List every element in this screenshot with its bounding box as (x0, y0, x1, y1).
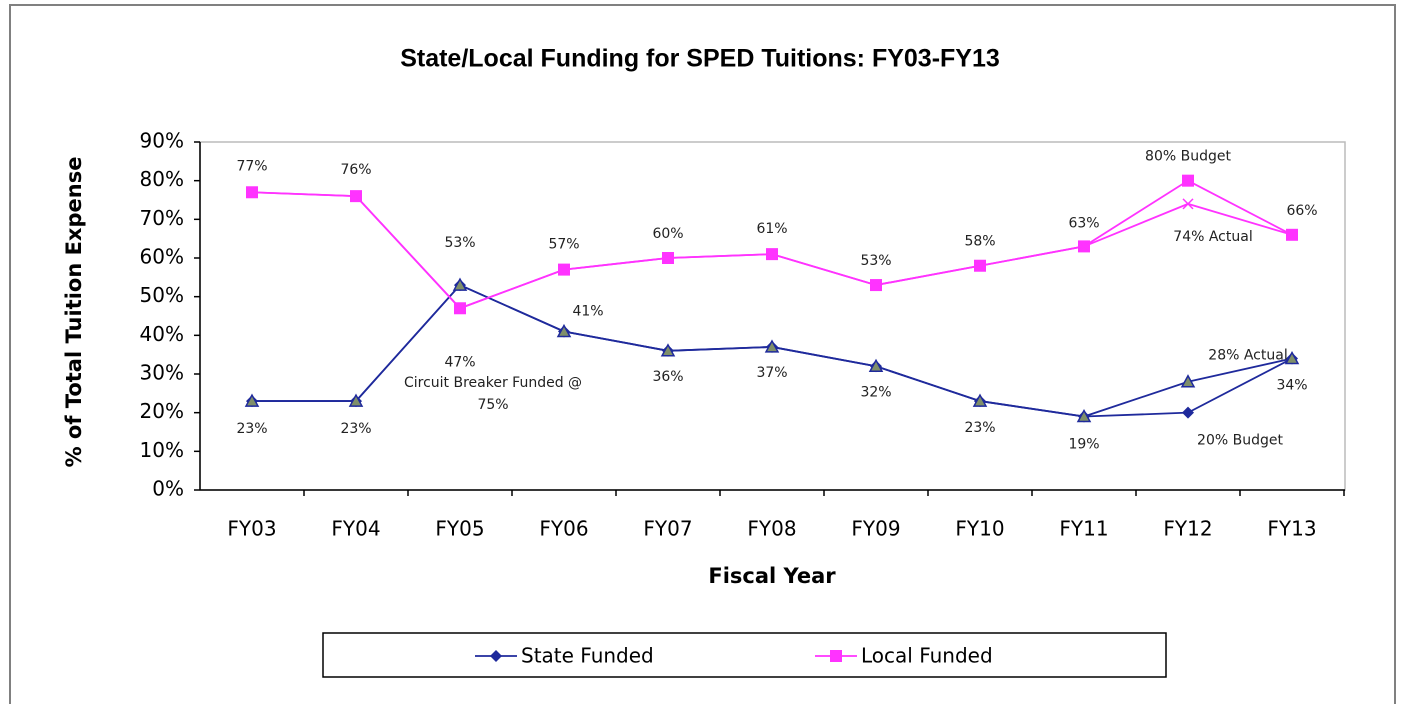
data-point (1182, 198, 1194, 210)
x-tick-label: FY06 (539, 517, 588, 541)
data-label: 57% (548, 237, 579, 253)
data-label: 53% (860, 253, 891, 269)
data-label: 77% (236, 158, 267, 174)
data-label: 58% (964, 234, 995, 250)
y-tick-label: 60% (140, 245, 184, 269)
data-label: 76% (340, 162, 371, 178)
data-point (662, 252, 674, 264)
data-point (454, 302, 466, 314)
data-label: 60% (652, 226, 683, 242)
data-label: 41% (572, 303, 603, 319)
data-label: 23% (964, 420, 995, 436)
data-point (350, 190, 362, 202)
legend-box (322, 632, 1167, 678)
x-tick-label: FY09 (851, 517, 900, 541)
data-point (1284, 350, 1300, 365)
x-tick-label: FY11 (1059, 517, 1108, 541)
data-label: 80% Budget (1145, 149, 1231, 165)
y-tick-label: 10% (140, 438, 184, 462)
x-tick-label: FY08 (747, 517, 796, 541)
data-point (974, 260, 986, 272)
x-tick-label: FY13 (1267, 517, 1316, 541)
y-tick-label: 50% (140, 283, 184, 307)
x-tick-label: FY10 (955, 517, 1004, 541)
annotation: 75% (477, 397, 508, 413)
data-point (972, 393, 988, 407)
x-tick-label: FY03 (227, 517, 276, 541)
data-point (764, 339, 780, 353)
data-label: 53% (444, 235, 475, 251)
data-point (246, 186, 258, 198)
data-point (1286, 229, 1298, 241)
x-tick-label: FY12 (1163, 517, 1212, 541)
y-tick-label: 30% (140, 361, 184, 385)
data-label: 20% Budget (1197, 433, 1283, 449)
chart-title: State/Local Funding for SPED Tuitions: F… (400, 45, 1000, 73)
x-tick-label: FY04 (331, 517, 380, 541)
data-point (1182, 174, 1194, 187)
legend-marker (490, 650, 502, 662)
x-axis-title: Fiscal Year (708, 564, 836, 588)
data-point (660, 343, 676, 357)
data-label: 28% Actual (1208, 348, 1287, 364)
data-point (348, 393, 364, 407)
legend-label: State Funded (521, 644, 654, 668)
data-label: 19% (1068, 437, 1099, 453)
legend-label: Local Funded (861, 644, 993, 668)
x-tick-label: FY07 (643, 517, 692, 541)
data-label: 32% (860, 384, 891, 400)
data-label: 47% (444, 354, 475, 370)
data-label: 36% (652, 369, 683, 385)
y-tick-label: 40% (140, 322, 184, 346)
data-label: 23% (236, 421, 267, 437)
data-label: 74% Actual (1173, 229, 1252, 245)
data-point (452, 277, 468, 291)
y-tick-label: 80% (140, 167, 184, 191)
data-label: 61% (756, 221, 787, 237)
data-point (766, 248, 778, 260)
data-point (556, 323, 572, 338)
data-label: 63% (1068, 215, 1099, 231)
y-tick-label: 70% (140, 206, 184, 230)
data-point (1182, 406, 1194, 419)
data-point (244, 393, 260, 407)
annotation: Circuit Breaker Funded @ (404, 375, 582, 391)
y-tick-label: 0% (152, 477, 184, 501)
y-tick-label: 20% (140, 399, 184, 423)
chart-border (9, 4, 1396, 704)
data-label: 37% (756, 365, 787, 381)
y-axis-title: % of Total Tuition Expense (62, 157, 86, 468)
x-tick-label: FY05 (435, 517, 484, 541)
y-tick-label: 90% (140, 129, 184, 153)
legend-marker (830, 650, 842, 662)
data-label: 34% (1276, 378, 1307, 394)
data-point (1076, 408, 1092, 423)
data-point (868, 358, 884, 373)
data-point (1180, 374, 1196, 388)
data-point (1078, 240, 1090, 252)
data-label: 66% (1286, 203, 1317, 219)
data-point (558, 264, 570, 276)
data-point (870, 279, 882, 291)
data-label: 23% (340, 421, 371, 437)
